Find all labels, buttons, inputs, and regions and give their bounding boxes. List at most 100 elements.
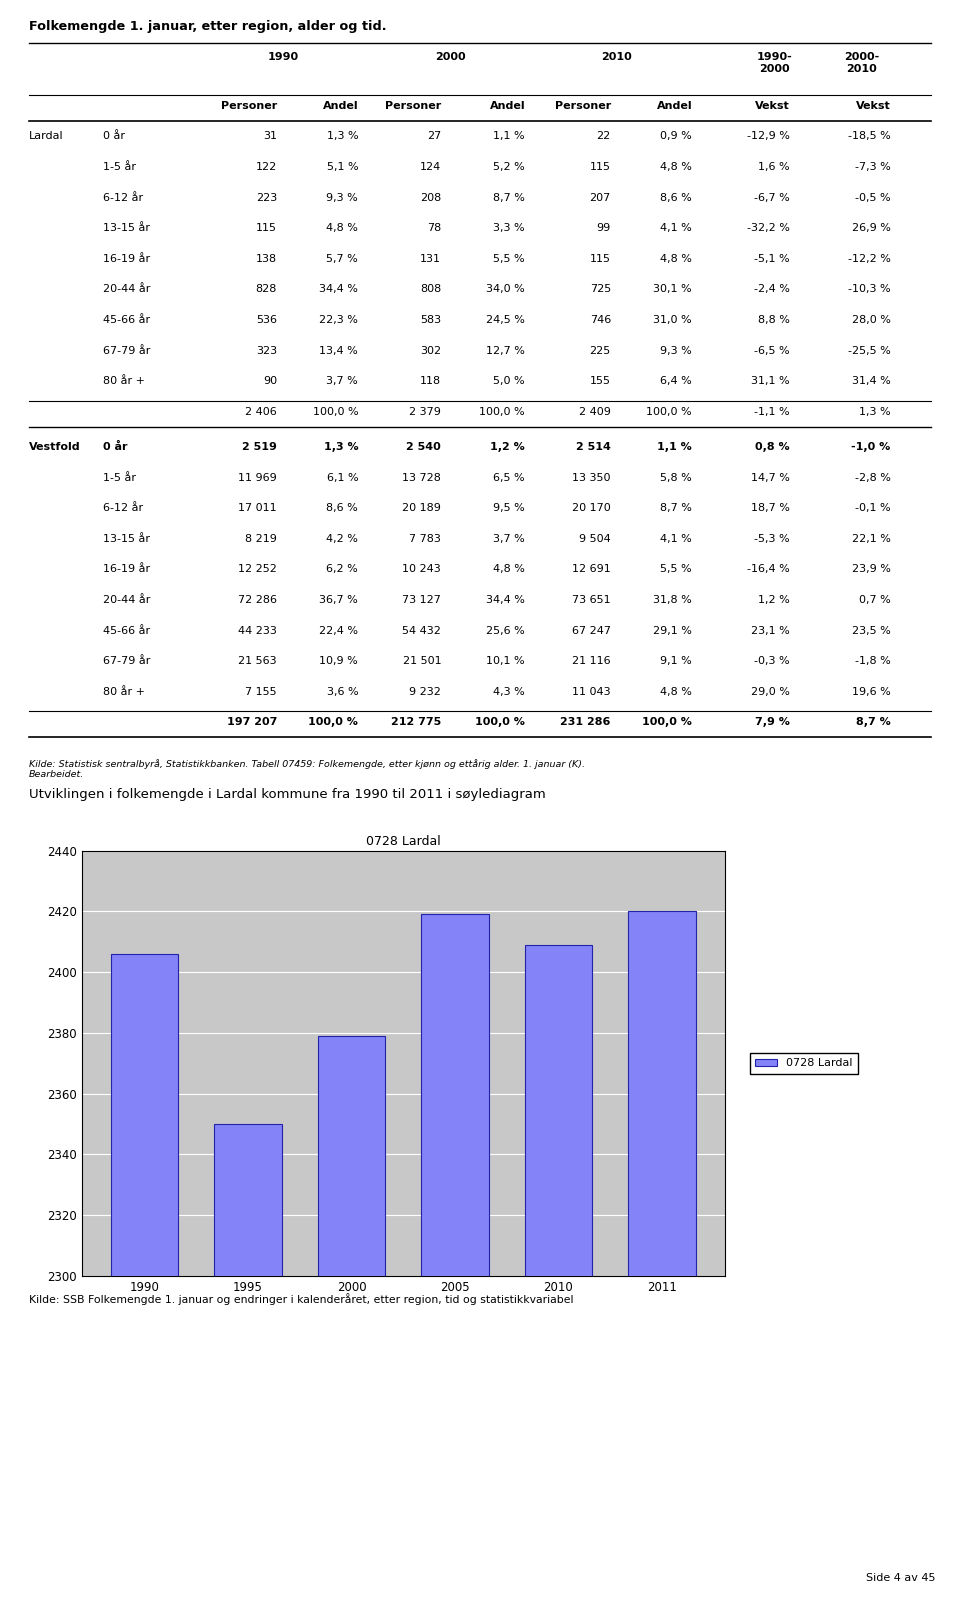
Text: 4,2 %: 4,2 % xyxy=(326,534,358,544)
Text: 8,6 %: 8,6 % xyxy=(326,504,358,514)
Text: 0,9 %: 0,9 % xyxy=(660,132,692,141)
Text: 8 219: 8 219 xyxy=(245,534,277,544)
Text: -5,3 %: -5,3 % xyxy=(754,534,789,544)
Text: 34,4 %: 34,4 % xyxy=(320,284,358,294)
Text: Vestfold: Vestfold xyxy=(29,441,81,453)
Text: -1,8 %: -1,8 % xyxy=(854,656,891,666)
Text: 54 432: 54 432 xyxy=(402,626,442,636)
Text: Andel: Andel xyxy=(323,101,358,111)
Text: -0,1 %: -0,1 % xyxy=(855,504,891,514)
Text: Kilde: Statistisk sentralbyrå, Statistikkbanken. Tabell 07459: Folkemengde, ette: Kilde: Statistisk sentralbyrå, Statistik… xyxy=(29,759,585,778)
Text: 27: 27 xyxy=(427,132,442,141)
Text: 1,6 %: 1,6 % xyxy=(757,162,789,172)
Bar xyxy=(110,953,179,1605)
Text: 4,8 %: 4,8 % xyxy=(493,565,525,575)
Text: 45-66 år: 45-66 år xyxy=(103,626,150,636)
Text: 3,7 %: 3,7 % xyxy=(326,376,358,387)
Text: 2 406: 2 406 xyxy=(245,406,277,417)
Text: 3,3 %: 3,3 % xyxy=(493,223,525,233)
Text: 100,0 %: 100,0 % xyxy=(646,406,692,417)
Text: 10,1 %: 10,1 % xyxy=(487,656,525,666)
Text: 12,7 %: 12,7 % xyxy=(487,345,525,356)
Text: 115: 115 xyxy=(256,223,277,233)
Text: 5,1 %: 5,1 % xyxy=(326,162,358,172)
Text: Kilde: SSB Folkemengde 1. januar og endringer i kalenderåret, etter region, tid : Kilde: SSB Folkemengde 1. januar og endr… xyxy=(29,1294,573,1305)
Text: 9,3 %: 9,3 % xyxy=(326,193,358,202)
Text: 5,8 %: 5,8 % xyxy=(660,472,692,483)
Text: 21 563: 21 563 xyxy=(238,656,277,666)
Text: Personer: Personer xyxy=(385,101,442,111)
Text: -32,2 %: -32,2 % xyxy=(747,223,789,233)
Text: 124: 124 xyxy=(420,162,442,172)
Text: 22,1 %: 22,1 % xyxy=(852,534,891,544)
Text: 6-12 år: 6-12 år xyxy=(103,193,143,202)
Bar xyxy=(318,1035,385,1605)
Text: 2000: 2000 xyxy=(435,51,466,63)
Text: 212 775: 212 775 xyxy=(391,717,442,727)
Text: Vekst: Vekst xyxy=(755,101,789,111)
Text: 1-5 år: 1-5 år xyxy=(103,472,135,483)
Text: 2 514: 2 514 xyxy=(576,441,611,453)
Text: 6,5 %: 6,5 % xyxy=(493,472,525,483)
Text: 1,2 %: 1,2 % xyxy=(757,595,789,605)
Text: 7 783: 7 783 xyxy=(409,534,442,544)
Text: -7,3 %: -7,3 % xyxy=(854,162,891,172)
Bar xyxy=(421,915,489,1605)
Bar xyxy=(214,1124,281,1605)
Text: -2,8 %: -2,8 % xyxy=(854,472,891,483)
Text: 20 170: 20 170 xyxy=(572,504,611,514)
Text: 4,1 %: 4,1 % xyxy=(660,534,692,544)
Text: 122: 122 xyxy=(255,162,277,172)
Text: 1990: 1990 xyxy=(268,51,300,63)
Text: 29,1 %: 29,1 % xyxy=(653,626,692,636)
Text: 100,0 %: 100,0 % xyxy=(642,717,692,727)
Text: 24,5 %: 24,5 % xyxy=(487,315,525,326)
Text: 22,4 %: 22,4 % xyxy=(319,626,358,636)
Text: Vekst: Vekst xyxy=(856,101,891,111)
Text: 208: 208 xyxy=(420,193,442,202)
Text: -5,1 %: -5,1 % xyxy=(754,254,789,263)
Text: 138: 138 xyxy=(255,254,277,263)
Text: 323: 323 xyxy=(255,345,277,356)
Text: 13,4 %: 13,4 % xyxy=(320,345,358,356)
Text: 9,1 %: 9,1 % xyxy=(660,656,692,666)
Text: 207: 207 xyxy=(589,193,611,202)
Text: 5,5 %: 5,5 % xyxy=(660,565,692,575)
Text: 72 286: 72 286 xyxy=(238,595,277,605)
Text: 23,9 %: 23,9 % xyxy=(852,565,891,575)
Text: 4,8 %: 4,8 % xyxy=(660,687,692,697)
Text: 10,9 %: 10,9 % xyxy=(320,656,358,666)
Text: 5,5 %: 5,5 % xyxy=(493,254,525,263)
Text: 302: 302 xyxy=(420,345,442,356)
Text: 8,6 %: 8,6 % xyxy=(660,193,692,202)
Text: 1,1 %: 1,1 % xyxy=(658,441,692,453)
Text: 6,1 %: 6,1 % xyxy=(326,472,358,483)
Text: 131: 131 xyxy=(420,254,442,263)
Text: 34,4 %: 34,4 % xyxy=(487,595,525,605)
Text: Andel: Andel xyxy=(657,101,692,111)
Bar xyxy=(525,945,592,1605)
Text: 9 504: 9 504 xyxy=(579,534,611,544)
Text: 1,1 %: 1,1 % xyxy=(493,132,525,141)
Text: -2,4 %: -2,4 % xyxy=(754,284,789,294)
Text: 13 728: 13 728 xyxy=(402,472,442,483)
Text: 16-19 år: 16-19 år xyxy=(103,565,150,575)
Text: 231 286: 231 286 xyxy=(561,717,611,727)
Text: Side 4 av 45: Side 4 av 45 xyxy=(867,1573,936,1583)
Text: 80 år +: 80 år + xyxy=(103,376,145,387)
Text: 2 379: 2 379 xyxy=(409,406,442,417)
Text: 8,7 %: 8,7 % xyxy=(660,504,692,514)
Text: 78: 78 xyxy=(427,223,442,233)
Text: 0 år: 0 år xyxy=(103,132,125,141)
Text: 36,7 %: 36,7 % xyxy=(320,595,358,605)
Text: 1,3 %: 1,3 % xyxy=(326,132,358,141)
Text: 2 540: 2 540 xyxy=(406,441,442,453)
Text: 4,3 %: 4,3 % xyxy=(493,687,525,697)
Text: 808: 808 xyxy=(420,284,442,294)
Text: -16,4 %: -16,4 % xyxy=(747,565,789,575)
Text: 20-44 år: 20-44 år xyxy=(103,284,150,294)
Text: 67-79 år: 67-79 år xyxy=(103,656,150,666)
Text: 223: 223 xyxy=(255,193,277,202)
Text: -1,1 %: -1,1 % xyxy=(754,406,789,417)
Text: 7,9 %: 7,9 % xyxy=(755,717,789,727)
